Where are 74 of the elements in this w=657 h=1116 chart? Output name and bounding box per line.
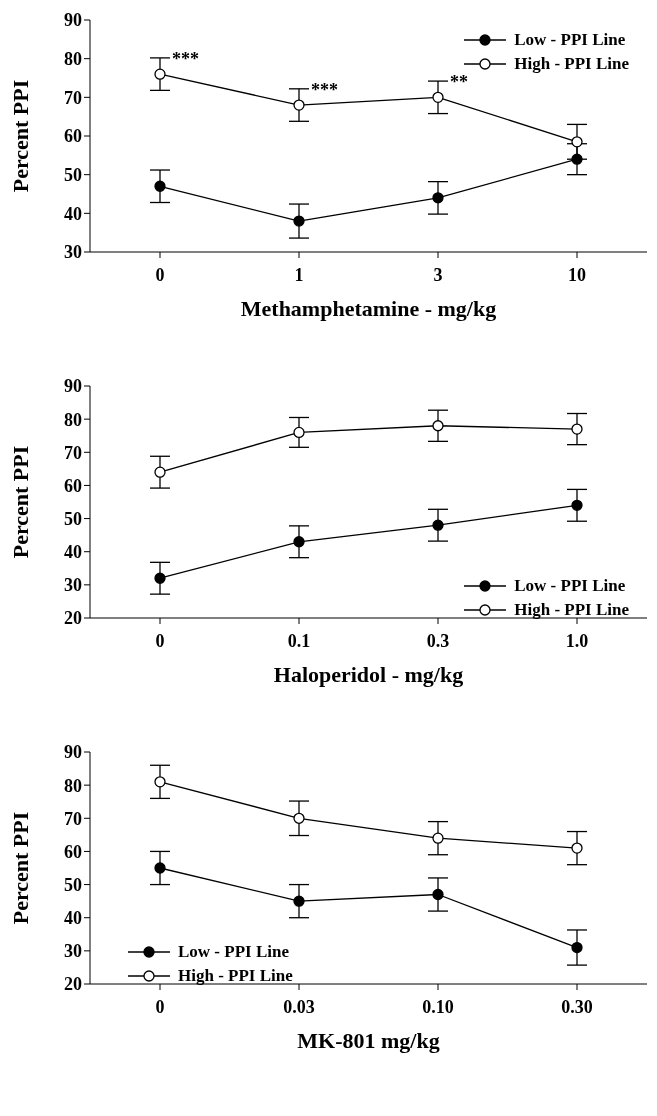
legend-label: High - PPI Line xyxy=(514,600,629,620)
x-tick-label: 0.3 xyxy=(426,630,450,651)
y-tick-label: 30 xyxy=(64,941,82,962)
x-tick-label: 0.10 xyxy=(422,996,454,1017)
point xyxy=(432,832,444,844)
point xyxy=(293,536,305,548)
legend-label: Low - PPI Line xyxy=(178,942,289,962)
point xyxy=(154,68,166,80)
annotation: *** xyxy=(311,79,338,100)
x-tick-label: 1 xyxy=(294,264,304,285)
x-tick-label: 1.0 xyxy=(565,630,589,651)
y-tick-label: 40 xyxy=(64,203,82,224)
point xyxy=(432,420,444,432)
y-tick-label: 90 xyxy=(64,376,82,397)
annotation: *** xyxy=(172,49,199,70)
point xyxy=(154,776,166,788)
y-tick-label: 70 xyxy=(64,808,82,829)
point xyxy=(432,192,444,204)
y-tick-label: 60 xyxy=(64,841,82,862)
y-tick-label: 90 xyxy=(64,742,82,763)
point xyxy=(293,812,305,824)
point xyxy=(571,136,583,148)
x-axis-title: Haloperidol - mg/kg xyxy=(273,662,464,687)
point xyxy=(571,423,583,435)
x-tick-label: 10 xyxy=(568,264,586,285)
y-tick-label: 50 xyxy=(64,165,82,186)
x-tick-label: 0.1 xyxy=(287,630,311,651)
y-axis-title: Percent PPI xyxy=(7,79,33,193)
y-axis-title: Percent PPI xyxy=(7,811,33,925)
y-tick-label: 80 xyxy=(64,49,82,70)
x-tick-label: 0.03 xyxy=(283,996,315,1017)
point xyxy=(293,99,305,111)
x-tick-label: 0.30 xyxy=(561,996,593,1017)
point xyxy=(432,888,444,901)
x-axis-title: MK-801 mg/kg xyxy=(297,1028,440,1053)
y-tick-label: 70 xyxy=(64,442,82,463)
point xyxy=(571,153,583,165)
x-tick-label: 3 xyxy=(433,264,443,285)
x-tick-label: 0 xyxy=(155,264,165,285)
point xyxy=(571,941,583,954)
point xyxy=(154,180,166,192)
point xyxy=(571,842,583,854)
point xyxy=(293,895,305,907)
y-axis-title: Percent PPI xyxy=(7,445,33,559)
y-tick-label: 40 xyxy=(64,542,82,563)
x-tick-label: 0 xyxy=(155,630,165,651)
point xyxy=(432,519,444,531)
y-tick-label: 80 xyxy=(64,409,82,430)
y-tick-label: 70 xyxy=(64,87,82,108)
x-tick-label: 0 xyxy=(155,996,165,1017)
point xyxy=(571,499,583,511)
y-tick-label: 20 xyxy=(64,608,82,629)
y-tick-label: 80 xyxy=(64,775,82,796)
point xyxy=(154,862,166,874)
x-axis-title: Methamphetamine - mg/kg xyxy=(240,296,497,321)
point xyxy=(154,572,166,584)
legend-label: High - PPI Line xyxy=(178,966,293,986)
point xyxy=(293,215,305,227)
legend-label: Low - PPI Line xyxy=(514,30,626,50)
y-tick-label: 30 xyxy=(64,242,82,263)
y-tick-label: 60 xyxy=(64,126,82,147)
point xyxy=(154,466,166,478)
y-tick-label: 60 xyxy=(64,475,82,496)
y-tick-label: 20 xyxy=(64,974,82,995)
point xyxy=(293,426,305,439)
annotation: ** xyxy=(450,72,468,93)
point xyxy=(432,91,444,103)
y-tick-label: 30 xyxy=(64,575,82,596)
y-tick-label: 90 xyxy=(64,10,82,31)
y-tick-label: 50 xyxy=(64,874,82,895)
y-tick-label: 50 xyxy=(64,508,82,529)
legend-label: Low - PPI Line xyxy=(514,576,626,596)
y-tick-label: 40 xyxy=(64,908,82,929)
legend-label: High - PPI Line xyxy=(514,54,629,74)
